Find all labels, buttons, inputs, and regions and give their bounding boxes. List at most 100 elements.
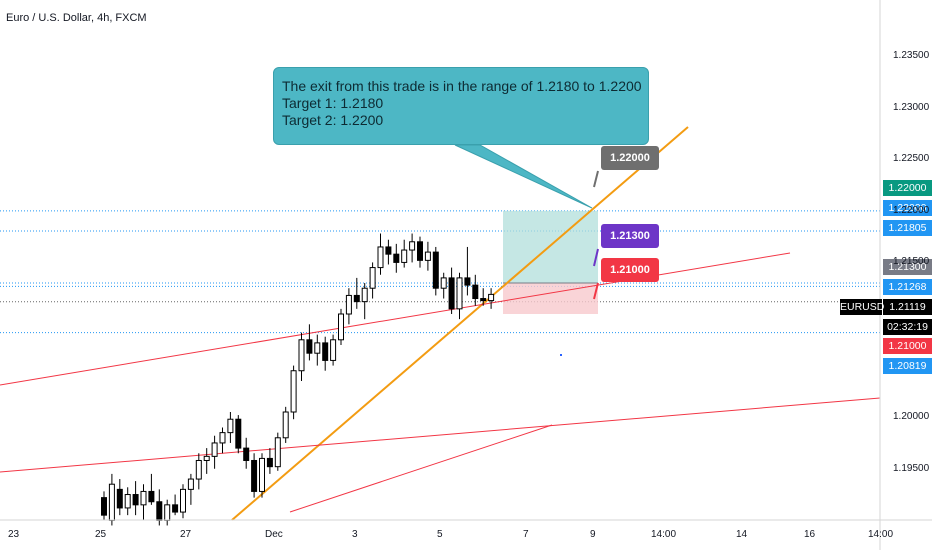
entry-badge-pointer [593,248,599,267]
candle-body [227,418,234,434]
candle-body [432,251,439,289]
candle-body [417,241,423,261]
red-channel-line-lower [0,397,881,473]
time-tick-label: Dec [265,529,283,540]
candle-body [345,294,352,315]
candle-body [187,478,194,490]
symbol-label: EURUSD [840,299,885,315]
price-tick-label: 1.20000 [893,411,930,423]
time-tick-label: 14:00 [651,529,677,540]
chart-title: Euro / U.S. Dollar, 4h, FXCM [6,12,147,24]
candle-body [385,246,392,255]
candle-body [480,298,487,302]
red-channel-line-upper [0,252,791,386]
candle-body [108,483,115,521]
price-scale-label: 1.20819 [883,358,932,374]
candle-body [203,455,210,461]
candle-body [140,490,147,506]
stop-price-badge[interactable]: 1.21000 [601,258,659,282]
price-grid [0,210,880,334]
candle-body [424,251,431,261]
candle-body [298,339,305,372]
candle-body [101,497,107,516]
candle-body [306,339,313,354]
candle-body [488,293,495,302]
price-scale-label: 1.21300 [883,259,932,275]
time-tick-label: 9 [590,529,596,540]
time-tick-label: 5 [437,529,443,540]
candle-body [274,437,281,468]
price-tick-label: 1.22500 [893,153,930,165]
price-scale-label: 1.21119 [883,299,932,315]
red-short-line [289,424,553,513]
candle-body [116,488,123,509]
time-tick-label: 14 [736,529,748,540]
candle-body [369,267,376,289]
candle-body [401,249,408,263]
orange-trend-line [231,126,689,521]
callout-line-3: Target 2: 1.2200 [282,112,384,128]
candle-body [132,494,139,506]
candle-body [409,241,416,251]
candle-body [456,277,463,310]
candle-body [219,432,226,444]
candle-body [211,442,218,457]
candle-body [290,370,297,413]
callout-pointer [454,144,593,209]
candle-body [314,342,321,354]
price-scale-label: 02:32:19 [883,319,932,335]
candle-body [148,490,155,503]
candle-body [124,494,131,509]
price-tick-label: 1.22000 [893,204,930,216]
candle-body [322,342,329,361]
profit-zone [503,210,598,284]
candle-body [440,277,447,289]
price-scale-label: 1.21805 [883,220,932,236]
candle-body [472,284,479,300]
candle-body [266,457,273,468]
candle-body [235,418,242,449]
price-scale-label: 1.22000 [883,200,932,216]
candle-body [164,504,171,521]
candle-body [259,457,265,492]
callout-line-2: Target 1: 1.2180 [282,95,384,111]
time-tick-label: 27 [180,529,192,540]
time-tick-label: 7 [523,529,529,540]
target-price-badge[interactable]: 1.22000 [601,146,659,170]
callout-line-1: The exit from this trade is in the range… [282,78,642,94]
candle-body [338,313,344,341]
candle-body [172,504,179,513]
candle-body [195,459,202,480]
candle-body [251,459,258,492]
annotation-callout[interactable]: The exit from this trade is in the range… [273,67,649,145]
candle-body [361,287,368,303]
price-tick-label: 1.23500 [893,50,930,62]
candle-body [448,277,455,310]
price-scale-label: 1.21268 [883,279,932,295]
time-tick-label: 3 [352,529,358,540]
candle-body [282,411,289,439]
price-scale-label: 1.22000 [883,180,932,196]
price-scale-label: 1.21000 [883,338,932,354]
candle-body [330,339,337,361]
entry-price-badge[interactable]: 1.21300 [601,224,659,248]
candle-body [393,253,400,263]
marker-dot [560,354,562,356]
trend-lines [0,126,881,521]
candle-body [377,246,384,269]
price-tick-label: 1.23000 [893,101,930,113]
candles [101,233,495,526]
candle-body [156,501,163,521]
time-tick-label: 25 [95,529,107,540]
price-tick-label: 1.19500 [893,462,930,474]
target-badge-pointer [593,170,599,188]
candle-body [464,277,471,286]
stop-badge-pointer [593,282,599,300]
price-tick-label: 1.21500 [893,256,930,268]
candle-body [243,447,250,461]
time-tick-label: 16 [804,529,816,540]
candle-body [180,488,186,513]
time-tick-label: 23 [8,529,20,540]
